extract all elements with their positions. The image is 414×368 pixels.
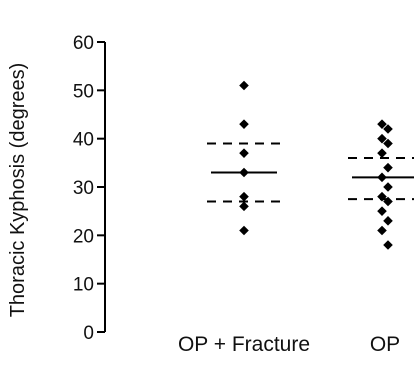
data-point	[239, 167, 249, 178]
data-point	[377, 191, 387, 202]
data-point	[377, 172, 387, 183]
data-point	[383, 124, 393, 134]
y-ticks: 0 10 20 30 40 50 60	[73, 33, 105, 344]
y-axis-title: Thoracic Kyphosis (degrees)	[7, 63, 29, 318]
data-point	[377, 225, 387, 236]
data-point	[383, 240, 393, 250]
data-point	[239, 148, 249, 158]
data-point	[383, 138, 393, 149]
y-tick-label: 40	[73, 130, 94, 151]
category-label: OP + Fracture	[178, 333, 310, 356]
data-point	[239, 201, 249, 212]
data-point	[383, 162, 393, 173]
y-tick-label: 30	[73, 178, 94, 199]
data-point	[377, 133, 387, 144]
data-point	[239, 80, 249, 91]
y-tick-label: 0	[83, 323, 94, 344]
data-point	[377, 119, 387, 129]
data-point	[239, 119, 249, 129]
data-point	[383, 182, 393, 192]
category-label: OP	[370, 333, 400, 356]
y-tick-label: 50	[73, 81, 94, 102]
data-point	[377, 206, 387, 216]
data-point	[383, 196, 393, 207]
y-tick-label: 20	[73, 226, 94, 247]
category-labels: OP + Fracture OP	[178, 333, 400, 356]
data-point	[377, 148, 387, 158]
data-groups	[207, 80, 414, 250]
data-point	[383, 216, 393, 226]
data-point	[239, 225, 249, 236]
y-tick-label: 60	[73, 33, 94, 54]
y-tick-label: 10	[73, 275, 94, 296]
data-point	[239, 191, 249, 202]
